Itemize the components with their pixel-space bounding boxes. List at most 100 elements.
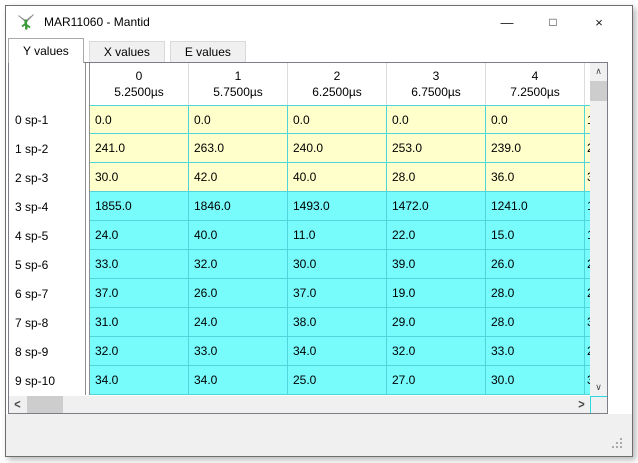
table-cell[interactable]: 38.0 bbox=[288, 308, 387, 337]
table-cell[interactable]: 1472.0 bbox=[387, 192, 486, 221]
table-cell-clipped[interactable]: 1 bbox=[585, 192, 590, 221]
table-cell[interactable]: 0.0 bbox=[486, 105, 585, 134]
column-header-0[interactable]: 0 5.2500µs bbox=[90, 63, 189, 105]
table-cell[interactable]: 1493.0 bbox=[288, 192, 387, 221]
table-cell[interactable]: 30.0 bbox=[90, 163, 189, 192]
table-cell[interactable]: 33.0 bbox=[486, 337, 585, 366]
row-header[interactable]: 4 sp-5 bbox=[9, 221, 85, 250]
corner-header-cell bbox=[9, 63, 85, 105]
table-cell[interactable]: 28.0 bbox=[486, 308, 585, 337]
table-cell[interactable]: 1855.0 bbox=[90, 192, 189, 221]
table-cell[interactable]: 31.0 bbox=[90, 308, 189, 337]
horizontal-scrollbar-thumb[interactable] bbox=[27, 396, 63, 413]
tab-x-values[interactable]: X values bbox=[88, 41, 165, 62]
scroll-up-icon[interactable]: ∧ bbox=[595, 66, 602, 76]
table-cell-clipped[interactable]: 2 bbox=[585, 337, 590, 366]
row-header[interactable]: 1 sp-2 bbox=[9, 134, 85, 163]
table-cell-clipped[interactable]: 2 bbox=[585, 134, 590, 163]
table-cell[interactable]: 0.0 bbox=[387, 105, 486, 134]
table-cell[interactable]: 32.0 bbox=[90, 337, 189, 366]
tab-e-values[interactable]: E values bbox=[169, 41, 246, 62]
table-cell[interactable]: 40.0 bbox=[288, 163, 387, 192]
table-cell[interactable]: 40.0 bbox=[189, 221, 288, 250]
table-cell[interactable]: 1846.0 bbox=[189, 192, 288, 221]
table-cell[interactable]: 0.0 bbox=[189, 105, 288, 134]
table-cell[interactable]: 34.0 bbox=[288, 337, 387, 366]
table-cell[interactable]: 0.0 bbox=[288, 105, 387, 134]
row-header[interactable]: 9 sp-10 bbox=[9, 366, 85, 395]
table-cell[interactable]: 24.0 bbox=[90, 221, 189, 250]
table-cell[interactable]: 32.0 bbox=[189, 250, 288, 279]
table-cell[interactable]: 25.0 bbox=[288, 366, 387, 395]
row-header[interactable]: 5 sp-6 bbox=[9, 250, 85, 279]
minimize-button[interactable]: — bbox=[488, 9, 526, 35]
table-cell[interactable]: 26.0 bbox=[486, 250, 585, 279]
resize-grip-icon[interactable] bbox=[612, 438, 614, 440]
table-cell[interactable]: 22.0 bbox=[387, 221, 486, 250]
column-header-1[interactable]: 1 5.7500µs bbox=[189, 63, 288, 105]
table-cell[interactable]: 30.0 bbox=[288, 250, 387, 279]
table-cell-clipped[interactable]: 1 bbox=[585, 105, 590, 134]
table-cell[interactable]: 26.0 bbox=[189, 279, 288, 308]
table-cell[interactable]: 263.0 bbox=[189, 134, 288, 163]
maximize-button[interactable]: □ bbox=[534, 9, 572, 35]
scroll-down-icon[interactable]: ∨ bbox=[595, 382, 602, 392]
row-header[interactable]: 7 sp-8 bbox=[9, 308, 85, 337]
table-cell[interactable]: 37.0 bbox=[90, 279, 189, 308]
table-cell[interactable]: 30.0 bbox=[486, 366, 585, 395]
table-row: 2 sp-3 30.0 42.0 40.0 28.0 36.0 3 bbox=[9, 163, 590, 192]
table-cell[interactable]: 11.0 bbox=[288, 221, 387, 250]
table-cell-clipped[interactable]: 3 bbox=[585, 308, 590, 337]
table-cell[interactable]: 24.0 bbox=[189, 308, 288, 337]
data-grid: 0 5.2500µs 1 5.7500µs 2 6.2500µs 3 6.750… bbox=[9, 63, 590, 396]
row-header-separator bbox=[85, 337, 90, 366]
table-cell[interactable]: 39.0 bbox=[387, 250, 486, 279]
tab-bar: Y values X values E values bbox=[8, 38, 628, 63]
table-cell-clipped[interactable]: 1 bbox=[585, 221, 590, 250]
tab-y-values[interactable]: Y values bbox=[8, 38, 84, 63]
column-index: 0 bbox=[135, 69, 143, 83]
table-cell[interactable]: 32.0 bbox=[387, 337, 486, 366]
row-header[interactable]: 2 sp-3 bbox=[9, 163, 85, 192]
table-cell[interactable]: 1241.0 bbox=[486, 192, 585, 221]
table-cell[interactable]: 29.0 bbox=[387, 308, 486, 337]
table-cell-clipped[interactable]: 3 bbox=[585, 366, 590, 395]
vertical-scrollbar[interactable]: ∧ ∨ bbox=[590, 63, 607, 396]
scroll-right-icon[interactable]: > bbox=[578, 397, 585, 412]
horizontal-scrollbar[interactable]: < > bbox=[9, 396, 590, 413]
close-button[interactable]: × bbox=[580, 9, 618, 35]
table-cell[interactable]: 27.0 bbox=[387, 366, 486, 395]
column-header-2[interactable]: 2 6.2500µs bbox=[288, 63, 387, 105]
table-cell[interactable]: 34.0 bbox=[189, 366, 288, 395]
row-header[interactable]: 6 sp-7 bbox=[9, 279, 85, 308]
row-header[interactable]: 0 sp-1 bbox=[9, 105, 85, 134]
table-cell[interactable]: 28.0 bbox=[486, 279, 585, 308]
row-header-separator bbox=[85, 192, 90, 221]
row-header[interactable]: 3 sp-4 bbox=[9, 192, 85, 221]
table-cell-clipped[interactable]: 2 bbox=[585, 250, 590, 279]
row-header[interactable]: 8 sp-9 bbox=[9, 337, 85, 366]
table-cell-clipped[interactable]: 2 bbox=[585, 279, 590, 308]
column-header-4[interactable]: 4 7.2500µs bbox=[486, 63, 585, 105]
table-cell[interactable]: 0.0 bbox=[90, 105, 189, 134]
column-header-row: 0 5.2500µs 1 5.7500µs 2 6.2500µs 3 6.750… bbox=[9, 63, 590, 105]
table-cell[interactable]: 253.0 bbox=[387, 134, 486, 163]
table-cell[interactable]: 34.0 bbox=[90, 366, 189, 395]
table-cell[interactable]: 33.0 bbox=[189, 337, 288, 366]
table-cell[interactable]: 240.0 bbox=[288, 134, 387, 163]
table-cell[interactable]: 37.0 bbox=[288, 279, 387, 308]
vertical-scrollbar-thumb[interactable] bbox=[590, 81, 607, 101]
table-cell-clipped[interactable]: 3 bbox=[585, 163, 590, 192]
column-header-3[interactable]: 3 6.7500µs bbox=[387, 63, 486, 105]
table-cell[interactable]: 19.0 bbox=[387, 279, 486, 308]
column-index: 2 bbox=[333, 69, 341, 83]
table-cell[interactable]: 42.0 bbox=[189, 163, 288, 192]
scroll-left-icon[interactable]: < bbox=[14, 397, 21, 412]
table-cell[interactable]: 33.0 bbox=[90, 250, 189, 279]
table-cell[interactable]: 28.0 bbox=[387, 163, 486, 192]
table-cell[interactable]: 36.0 bbox=[486, 163, 585, 192]
table-cell[interactable]: 15.0 bbox=[486, 221, 585, 250]
title-bar[interactable]: MAR11060 - Mantid — □ × bbox=[6, 6, 632, 38]
table-cell[interactable]: 241.0 bbox=[90, 134, 189, 163]
table-cell[interactable]: 239.0 bbox=[486, 134, 585, 163]
